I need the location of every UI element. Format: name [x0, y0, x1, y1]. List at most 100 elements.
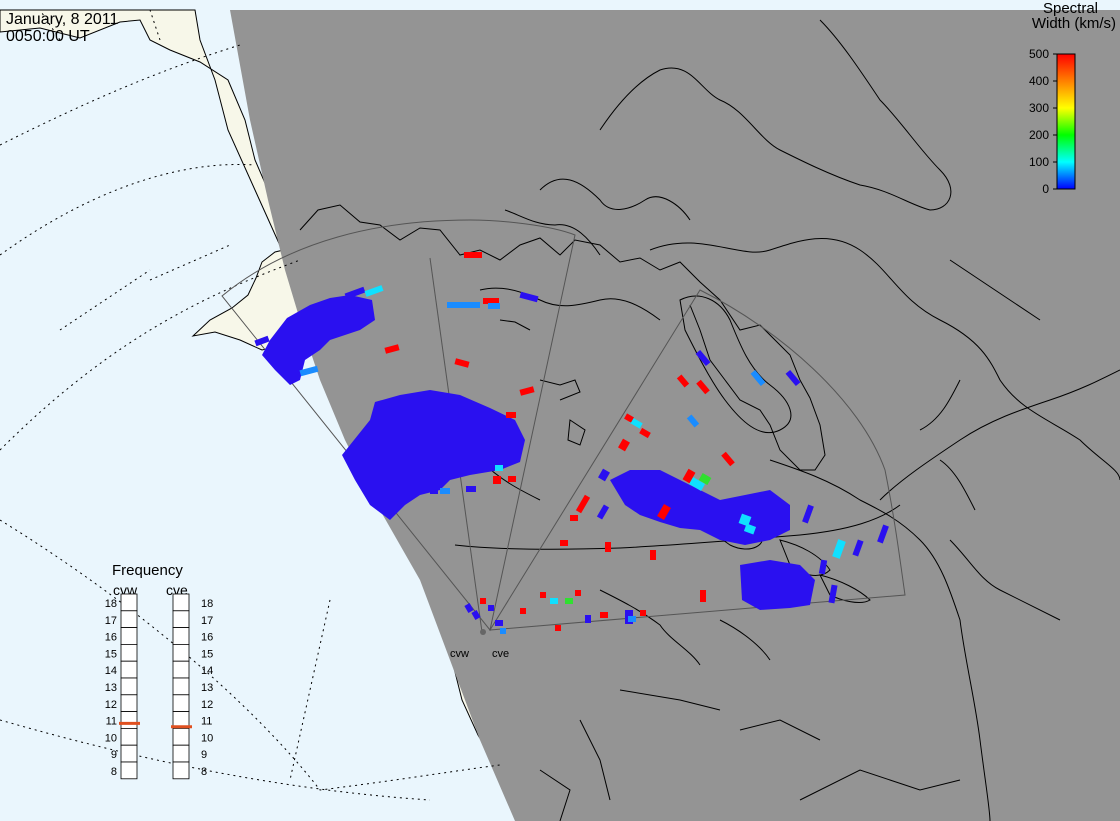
echo-cell — [471, 610, 481, 620]
echo-cell — [686, 414, 700, 428]
frequency-cell — [172, 744, 190, 763]
frequency-scale-label: 17 — [201, 615, 213, 627]
echo-cell — [600, 612, 608, 618]
frequency-column-cve: 18 17 16 15 14 13 12 11 10 9 8 — [171, 593, 213, 780]
frequency-cell — [120, 644, 138, 662]
colorbar-tick-label: 100 — [1029, 155, 1049, 169]
echo-cell — [495, 465, 503, 471]
frequency-cell — [120, 761, 138, 780]
frequency-cell — [120, 660, 138, 679]
frequency-cell — [120, 711, 138, 729]
colorbar-unit: Width (km/s) — [1032, 15, 1116, 32]
echo-cell — [640, 610, 646, 616]
echo-cell — [493, 476, 501, 484]
frequency-scale-label: 10 — [201, 732, 213, 744]
frequency-cell — [172, 593, 190, 612]
echo-cell — [555, 625, 561, 631]
coordinate-grid — [0, 9, 501, 801]
echo-cell — [802, 504, 814, 524]
echo-cell — [500, 628, 506, 634]
echo-cell — [519, 291, 539, 303]
echo-cell — [464, 603, 474, 613]
site-label-cve: cve — [492, 648, 509, 660]
frequency-scale-label: 14 — [201, 665, 213, 677]
frequency-scale-label: 11 — [106, 716, 117, 728]
colorbar-tick-label: 200 — [1029, 128, 1049, 142]
echo-cell — [464, 252, 482, 258]
echo-cell — [520, 608, 526, 614]
frequency-panel: Frequency cvw cve 1817161514131211109818… — [105, 562, 213, 780]
colorbar-tick-label: 300 — [1029, 101, 1049, 115]
frequency-scale-label: 17 — [105, 615, 117, 627]
colorbar-gradient — [1056, 53, 1076, 190]
frequency-scale-label: 18 — [105, 598, 117, 610]
cve-fov-outline — [489, 289, 906, 631]
echo-cell — [688, 477, 706, 491]
echo-cell — [506, 412, 516, 418]
echo-cell — [721, 451, 735, 467]
echo-cell — [818, 559, 828, 575]
frequency-scale-label: 10 — [105, 732, 117, 744]
frequency-cell — [172, 761, 190, 780]
radar-sites: cvw cve — [450, 629, 509, 660]
echo-cell — [596, 504, 610, 520]
echo-cell — [676, 374, 690, 388]
frequency-scale-label: 9 — [111, 749, 117, 761]
echo-cell — [650, 550, 656, 560]
echo-cell — [483, 298, 499, 304]
frequency-scale-label: 8 — [111, 766, 117, 778]
frequency-cell — [172, 677, 190, 696]
echo-cell — [657, 503, 671, 521]
frequency-cell — [172, 694, 190, 712]
date-label: January, 8 2011 — [6, 11, 118, 28]
frequency-cell — [172, 627, 190, 645]
frequency-scale-label: 15 — [201, 648, 213, 660]
echo-cell — [698, 473, 712, 485]
echo-cell — [695, 349, 711, 367]
echo-cell — [508, 476, 516, 482]
echo-cell — [454, 358, 470, 368]
echo-cell — [447, 302, 465, 308]
echo-cell — [540, 592, 546, 598]
echo-cell — [743, 523, 757, 535]
echo-cell — [639, 427, 651, 439]
frequency-cell — [120, 744, 138, 763]
frequency-scale-label: 15 — [105, 648, 117, 660]
echo-cell — [750, 369, 766, 387]
echo-region — [610, 470, 790, 545]
echo-cell — [700, 590, 706, 602]
frequency-cell — [172, 660, 190, 679]
colorbar: Spectral Width (km/s) 500 400 300 200 100 0 — [1029, 0, 1116, 196]
frequency-column-cvw: 18 17 16 15 14 13 12 11 10 9 8 — [105, 593, 140, 780]
echo-region — [740, 560, 815, 610]
echo-cell — [430, 488, 438, 494]
frequency-cell — [120, 677, 138, 696]
alaska-daylit-land — [0, 9, 305, 351]
frequency-cell — [172, 610, 190, 628]
time-label: 0050:00 UT — [6, 28, 90, 45]
colorbar-ticks: 500 400 300 200 100 0 — [1029, 47, 1057, 196]
frequency-cell — [172, 728, 190, 746]
frequency-cell — [120, 593, 138, 612]
nightside-region — [230, 10, 1120, 821]
echo-cell — [852, 539, 864, 557]
colorbar-tick-label: 0 — [1042, 182, 1049, 196]
echo-cell — [585, 615, 591, 623]
frequency-cell — [120, 610, 138, 628]
radar-site-marker — [480, 629, 486, 635]
coastlines — [299, 19, 1120, 821]
echo-cell — [682, 468, 696, 484]
echo-cell — [440, 488, 450, 494]
colorbar-tick-label: 500 — [1029, 47, 1049, 61]
frequency-title: Frequency — [112, 562, 183, 579]
echo-cell — [466, 486, 476, 492]
frequency-cell — [172, 644, 190, 662]
echo-cell — [480, 598, 486, 604]
echo-cell — [495, 620, 503, 626]
frequency-scale-label: 14 — [105, 665, 117, 677]
echo-cell — [624, 413, 634, 423]
frequency-scale-label: 11 — [201, 716, 212, 728]
echo-cell — [629, 417, 643, 429]
echo-cell — [696, 379, 710, 395]
